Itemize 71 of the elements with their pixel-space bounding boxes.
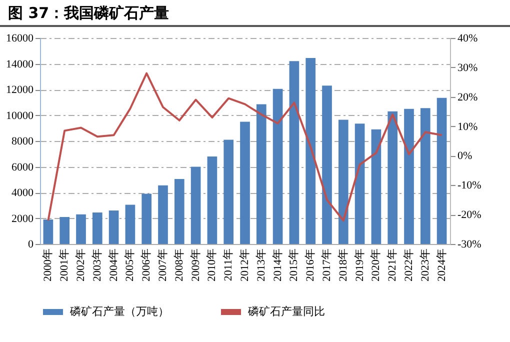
x-tick-label: 2022年 [403, 248, 415, 282]
x-tick-label: 2001年 [58, 248, 71, 282]
bar [272, 88, 283, 244]
x-tick-label: 2020年 [370, 248, 382, 282]
y2-tick-label: 10% [458, 120, 478, 133]
x-tick-label: 2015年 [288, 248, 300, 282]
x-tick-label: 2017年 [321, 248, 333, 282]
x-tick-label: 2003年 [91, 248, 104, 282]
bar [388, 111, 398, 244]
x-tick-label: 2023年 [419, 248, 432, 282]
x-tick-label: 2018年 [337, 248, 350, 282]
y2-tick-label: 0% [458, 150, 472, 162]
x-tick-label: 2002年 [75, 248, 87, 282]
bar [190, 166, 201, 244]
y-tick-label: 0 [28, 238, 34, 250]
y-tick-label: 10000 [6, 110, 34, 122]
bar [420, 108, 430, 244]
y-tick-label: 4000 [12, 187, 34, 199]
x-tick-label: 2019年 [354, 248, 366, 282]
y-tick-label: 14000 [6, 58, 34, 70]
y-tick-label: 16000 [6, 32, 34, 44]
bar [322, 86, 332, 244]
bar [338, 120, 348, 244]
x-tick-label: 2024年 [436, 248, 448, 282]
y2-tick-label: 40% [458, 32, 478, 44]
y2-tick-label: -10% [458, 180, 482, 192]
bar [76, 214, 86, 244]
bar [125, 204, 136, 244]
bar [224, 140, 234, 244]
x-tick-label: 2021年 [386, 248, 399, 282]
x-tick-label: 2013年 [255, 248, 268, 282]
x-tick-label: 2012年 [239, 248, 251, 282]
y-tick-label: 6000 [12, 161, 34, 174]
bar [207, 156, 218, 244]
bar [108, 210, 119, 244]
x-tick-label: 2016年 [304, 248, 317, 282]
x-tick-label: 2009年 [190, 248, 202, 282]
x-tick-label: 2006年 [140, 248, 153, 282]
bar [240, 122, 250, 244]
bar [289, 61, 300, 244]
bar [436, 98, 447, 244]
x-tick-label: 2008年 [173, 248, 186, 282]
y2-tick-label: 20% [458, 91, 478, 104]
bar [142, 194, 152, 244]
y2-tick-label: 30% [458, 62, 478, 74]
x-tick-label: 2004年 [108, 248, 120, 282]
bar [43, 220, 54, 244]
bar [354, 124, 365, 244]
x-tick-label: 2007年 [157, 248, 169, 282]
x-tick-label: 2014年 [272, 248, 284, 282]
y-tick-label: 12000 [6, 84, 34, 96]
y-tick-label: 8000 [12, 136, 34, 148]
x-tick-label: 2011年 [222, 248, 235, 282]
bar [306, 58, 316, 244]
bar [256, 104, 266, 244]
bar [158, 185, 168, 244]
chart-title: 图 37：我国磷矿石产量 [0, 0, 510, 27]
x-tick-label: 2005年 [124, 248, 136, 282]
x-tick-label: 2010年 [206, 248, 218, 282]
x-tick-label: 2000年 [42, 248, 54, 282]
bar [60, 216, 70, 244]
y2-tick-label: -20% [458, 209, 482, 222]
y2-tick-label: -30% [458, 238, 482, 250]
bar [92, 212, 102, 244]
bar [404, 108, 414, 244]
line-series [47, 72, 443, 222]
legend-label: 磷矿石产量同比 [247, 305, 325, 318]
bar [371, 129, 382, 244]
bar [174, 178, 184, 244]
legend-label: 磷矿石产量（万吨） [69, 305, 169, 318]
y-tick-label: 2000 [12, 212, 34, 225]
